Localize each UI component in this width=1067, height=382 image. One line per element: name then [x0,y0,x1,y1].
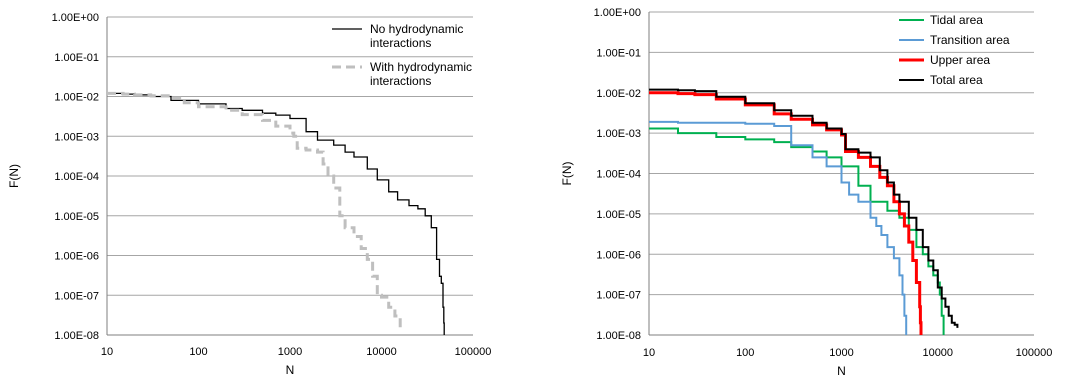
legend-label: No hydrodynamic [370,22,463,36]
series-line-transition-area [649,120,908,335]
legend-label: Upper area [930,53,990,67]
legend-item-transition-area: Transition area [899,33,1010,47]
y-tick-label: 1.00E+00 [52,12,99,24]
series-line-with-hydrodynamic-interactions [107,91,402,328]
series-line-total-area [649,88,959,328]
x-tick-label: 1000 [278,346,302,358]
y-tick-label: 1.00E-06 [596,249,641,261]
legend-label: Total area [930,73,983,87]
y-tick-label: 1.00E-05 [596,209,641,221]
left-chart-panel: 1.00E-08 1.00E-07 1.00E-06 1.00E-05 1.00E-04… [7,12,491,377]
y-tick-label: 1.00E-08 [596,330,641,342]
legend: Tidal area Transition area Upper area Total… [899,13,1010,87]
legend-item-upper-area: Upper area [899,53,990,67]
legend-item-total-area: Total area [899,73,983,87]
y-tick-label: 1.00E-08 [54,330,99,342]
y-tick-label: 1.00E-04 [596,169,641,181]
x-tick-label: 100000 [455,346,492,358]
series-line-tidal-area [649,127,945,335]
y-tick-label: 1.00E+00 [594,7,641,19]
y-axis-label: F(N) [560,162,574,186]
x-tick-label: 10 [643,347,655,359]
y-tick-label: 1.00E-03 [596,128,641,140]
y-tick-label: 1.00E-02 [54,92,99,104]
y-tick-label: 1.00E-01 [54,52,99,64]
x-tick-label: 1000 [829,347,853,359]
x-tick-label: 100000 [1016,347,1053,359]
right-chart-panel: 1.00E-08 1.00E-07 1.00E-06 1.00E-05 1.00E-04… [560,7,1052,378]
legend-item-tidal-area: Tidal area [899,13,983,27]
x-tick-label: 100 [189,346,207,358]
y-tick-label: 1.00E-03 [54,131,99,143]
y-axis-label: F(N) [7,164,21,188]
x-tick-label: 10000 [922,347,953,359]
y-tick-label: 1.00E-01 [596,47,641,59]
x-axis-label: N [286,363,295,377]
legend-label: Transition area [930,33,1010,47]
x-tick-label: 10000 [366,346,397,358]
y-tick-label: 1.00E-02 [596,88,641,100]
y-tick-label: 1.00E-04 [54,171,99,183]
x-axis-label: N [837,364,846,378]
legend-label-cont: interactions [370,36,431,50]
legend-label: Tidal area [930,13,983,27]
y-tick-label: 1.00E-06 [54,251,99,263]
x-tick-label: 100 [736,347,754,359]
y-tick-label: 1.00E-07 [54,290,99,302]
y-tick-label: 1.00E-07 [596,290,641,302]
series-line-no-hydrodynamic-interactions [107,92,445,335]
y-tick-label: 1.00E-05 [54,211,99,223]
x-tick-label: 10 [101,346,113,358]
legend-label-cont: interactions [370,74,431,88]
legend-label: With hydrodynamic [370,60,472,74]
